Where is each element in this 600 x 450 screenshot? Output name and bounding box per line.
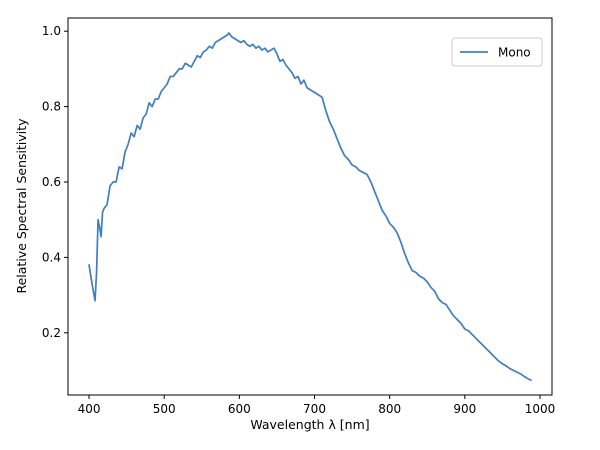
legend-box <box>451 37 543 67</box>
y-axis: 0.2 0.4 0.6 0.8 1.0 <box>42 24 68 340</box>
y-tick-label: 0.4 <box>42 250 61 264</box>
x-tick-label: 600 <box>228 402 251 416</box>
legend: Mono <box>451 37 543 67</box>
x-axis: 400 500 600 700 800 900 1000 <box>78 395 556 416</box>
y-tick-label: 0.8 <box>42 100 61 114</box>
y-tick-label: 0.2 <box>42 326 61 340</box>
y-tick-label: 1.0 <box>42 24 61 38</box>
series-line-mono <box>88 32 532 382</box>
y-tick-label: 0.6 <box>42 175 61 189</box>
x-axis-title: Wavelength λ [nm] <box>250 417 369 432</box>
legend-label-mono: Mono <box>498 46 531 60</box>
x-tick-label: 900 <box>453 402 476 416</box>
x-tick-label: 1000 <box>525 402 556 416</box>
x-tick-label: 800 <box>378 402 401 416</box>
y-axis-title: Relative Spectral Sensitivity <box>14 118 29 294</box>
plot-area-frame <box>67 17 553 396</box>
x-tick-label: 500 <box>153 402 176 416</box>
x-tick-label: 400 <box>78 402 101 416</box>
x-tick-label: 700 <box>303 402 326 416</box>
